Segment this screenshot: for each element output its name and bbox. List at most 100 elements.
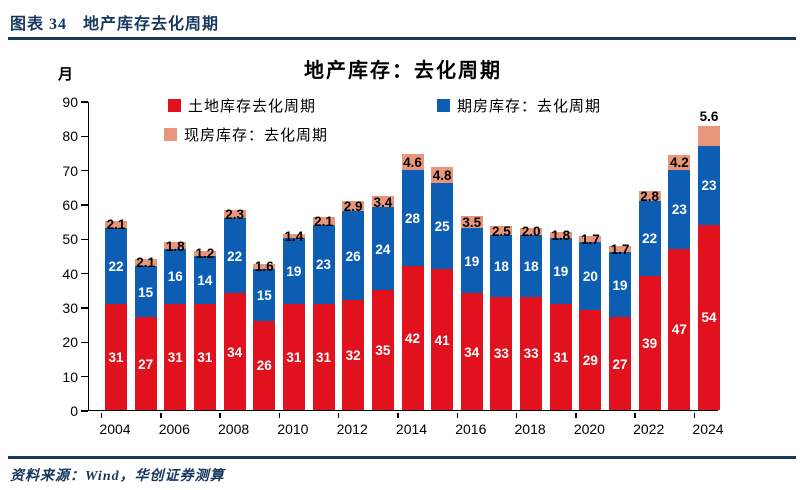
bar-segment-existing — [193, 251, 216, 256]
figure-label: 图表 34 — [10, 16, 68, 33]
x-axis-tick — [100, 412, 103, 418]
bar-value-label: 23 — [701, 178, 717, 194]
bar-segment-land — [460, 293, 483, 410]
bar-segment-presale — [668, 169, 691, 249]
bar-value-label: 19 — [612, 277, 628, 293]
y-axis-tick — [80, 341, 88, 344]
bar-segment-presale — [342, 210, 365, 301]
x-axis-tick — [219, 412, 221, 418]
x-axis-tick-label: 2022 — [633, 421, 665, 437]
bar-value-label: 2.0 — [521, 224, 541, 240]
bar-segment-presale — [134, 265, 157, 318]
bar-value-label: 31 — [167, 349, 183, 365]
bar-segment-existing — [312, 217, 335, 225]
bar-value-label: 34 — [227, 344, 243, 360]
bar-segment-presale — [312, 224, 335, 304]
bar-value-label: 22 — [642, 231, 658, 247]
y-axis-tick-label: 30 — [62, 300, 78, 316]
bar-value-label: 1.8 — [165, 238, 185, 254]
bar-segment-land — [668, 248, 691, 410]
y-axis-tick-label: 20 — [62, 334, 78, 351]
bar-value-label: 2.1 — [106, 217, 126, 233]
bar-segment-land — [698, 224, 720, 410]
x-axis-tick — [337, 412, 340, 418]
bar-segment-presale — [223, 217, 246, 294]
legend-swatch-land-icon — [168, 99, 181, 112]
bar-segment-land — [638, 276, 661, 410]
bar-value-label: 14 — [197, 272, 213, 288]
bar-value-label: 31 — [108, 349, 124, 365]
y-axis-tick-label: 10 — [62, 368, 78, 385]
bar-segment-land — [253, 320, 276, 410]
bar-value-label: 39 — [642, 336, 658, 352]
header-rule — [8, 37, 796, 40]
y-axis-tick — [80, 272, 88, 275]
bar-value-label: 27 — [612, 356, 628, 372]
x-axis-tick — [160, 412, 162, 418]
bar-segment-existing — [520, 228, 543, 235]
bar-value-label: 16 — [167, 269, 183, 285]
bar-segment-presale — [105, 228, 127, 304]
y-axis-tick-label: 60 — [62, 197, 78, 213]
bar-segment-presale — [460, 228, 483, 294]
bar-segment-presale — [638, 200, 661, 277]
bar-segment-presale — [282, 238, 305, 304]
bar-segment-land — [371, 289, 394, 410]
legend-item-land: 土地库存去化周期 — [168, 95, 316, 116]
source-text: 资料来源：Wind，华创证券测算 — [10, 469, 225, 484]
bar-segment-land — [490, 296, 513, 410]
bar-value-label: 1.6 — [254, 259, 274, 275]
bar-value-label: 1.7 — [610, 242, 630, 258]
bar-segment-existing — [490, 226, 513, 235]
bar-segment-land — [134, 317, 157, 410]
bar-segment-land — [342, 300, 365, 410]
y-axis-tick — [80, 101, 88, 103]
bar-value-label: 42 — [404, 330, 421, 346]
bar-value-label: 35 — [375, 342, 391, 358]
bar-value-label: 1.4 — [284, 228, 304, 244]
bar-value-label: 31 — [316, 349, 332, 365]
bar-value-label: 2.5 — [492, 223, 511, 239]
bar-segment-presale — [401, 169, 424, 266]
bar-value-label: 54 — [701, 310, 717, 326]
bar-value-label: 1.2 — [195, 246, 215, 262]
bar-value-label: 31 — [286, 349, 302, 365]
bar-value-label: 31 — [197, 349, 213, 365]
bar-value-label: 23 — [316, 257, 332, 273]
bar-value-label: 3.5 — [462, 215, 482, 231]
bar-value-label: 19 — [464, 253, 480, 269]
bar-segment-land — [579, 310, 602, 410]
x-axis-tick-label: 2018 — [514, 421, 546, 437]
y-axis-tick-label: 70 — [62, 162, 78, 179]
bar-value-label: 5.6 — [699, 109, 719, 125]
bar-segment-land — [401, 265, 424, 410]
x-axis-tick-label: 2004 — [99, 421, 131, 437]
bar-segment-land — [549, 303, 572, 410]
bar-value-label: 31 — [553, 349, 569, 365]
x-axis-tick — [456, 412, 459, 418]
y-axis-tick — [80, 169, 88, 172]
bar-segment-existing — [105, 220, 127, 229]
bar-value-label: 15 — [138, 284, 154, 300]
bar-segment-existing — [579, 235, 602, 242]
bar-value-label: 4.2 — [669, 155, 689, 171]
bar-segment-existing — [638, 190, 661, 201]
bar-value-label: 4.8 — [432, 168, 452, 184]
bar-segment-presale — [520, 234, 543, 297]
x-axis-tick-label: 2008 — [218, 421, 250, 437]
bar-segment-existing — [282, 233, 305, 239]
bar-segment-existing — [609, 246, 632, 253]
bar-segment-land — [431, 269, 454, 410]
plot-area: 31 22 2.1 27 15 2.1 31 16 1.8 31 14 1.2 34 22 2.3 26 15 1… — [80, 101, 720, 418]
bar-value-label: 2.1 — [136, 255, 156, 271]
bar-segment-land — [223, 293, 246, 410]
figure-header-title: 地产库存去化周期 — [83, 16, 220, 33]
bar-segment-presale — [549, 238, 572, 304]
bar-segment-existing — [342, 200, 365, 211]
bar-segment-presale — [609, 252, 632, 318]
bar-value-label: 2.3 — [225, 206, 244, 222]
bar-value-label: 23 — [671, 202, 687, 218]
x-axis-tick-label: 2006 — [158, 421, 190, 437]
y-axis-tick — [80, 135, 88, 138]
